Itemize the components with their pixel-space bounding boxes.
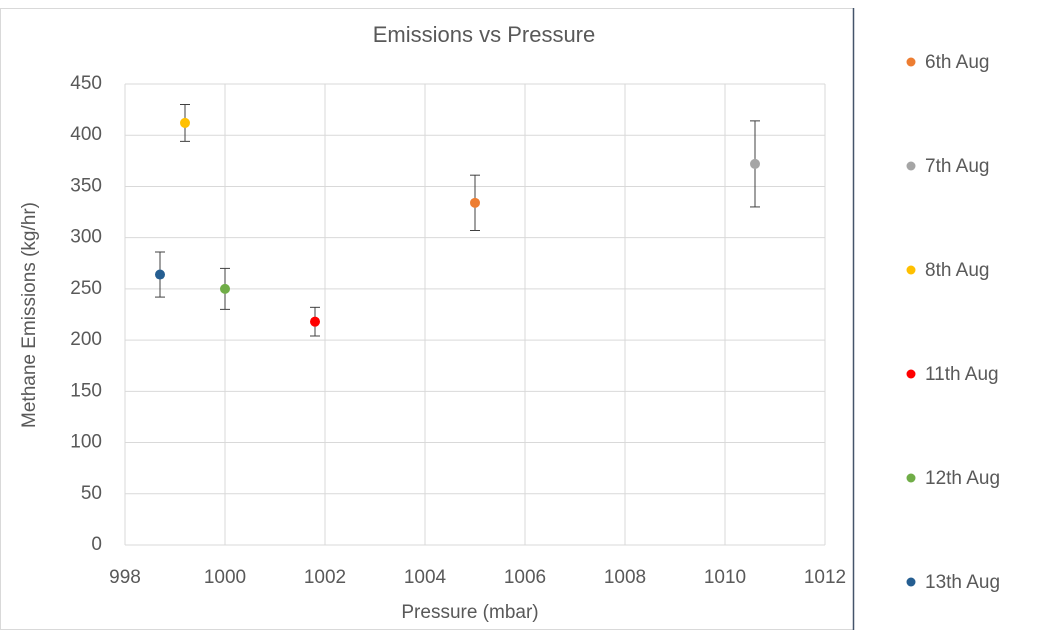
y-tick-label: 100 <box>70 432 102 453</box>
point <box>310 316 320 327</box>
x-tick-label: 1006 <box>504 567 546 588</box>
point <box>750 158 760 169</box>
legend-label: 11th Aug <box>925 364 999 385</box>
point <box>180 117 190 128</box>
point <box>220 283 230 294</box>
legend-label: 12th Aug <box>925 468 1000 489</box>
chart-border <box>0 8 854 630</box>
point <box>155 269 165 280</box>
legend-label: 6th Aug <box>925 52 989 73</box>
x-tick-label: 1010 <box>704 567 746 588</box>
legend-label: 7th Aug <box>925 156 989 177</box>
x-tick-label: 1004 <box>404 567 447 588</box>
point <box>470 197 480 208</box>
x-tick-label: 1000 <box>204 567 246 588</box>
chart-title: Emissions vs Pressure <box>373 22 596 47</box>
legend-label: 13th Aug <box>925 572 1000 593</box>
x-tick-label: 1002 <box>304 567 346 588</box>
y-tick-label: 250 <box>70 278 102 299</box>
legend-marker <box>906 161 916 171</box>
y-tick-label: 300 <box>70 227 102 248</box>
y-tick-label: 200 <box>70 329 102 350</box>
x-axis-label: Pressure (mbar) <box>401 602 538 623</box>
x-tick-label: 998 <box>109 567 141 588</box>
x-tick-label: 1012 <box>804 567 846 588</box>
y-tick-label: 400 <box>70 124 102 145</box>
legend-marker <box>906 473 916 483</box>
y-tick-label: 450 <box>70 73 102 94</box>
y-axis-label: Methane Emissions (kg/hr) <box>19 202 40 428</box>
legend-marker <box>906 577 916 587</box>
y-tick-label: 150 <box>70 380 102 401</box>
legend-marker <box>906 57 916 67</box>
legend-marker <box>906 265 916 275</box>
y-tick-label: 50 <box>81 483 102 504</box>
legend-marker <box>906 369 916 379</box>
legend-label: 8th Aug <box>925 260 989 281</box>
y-tick-label: 0 <box>91 534 102 555</box>
y-tick-label: 350 <box>70 175 102 196</box>
x-tick-label: 1008 <box>604 567 646 588</box>
